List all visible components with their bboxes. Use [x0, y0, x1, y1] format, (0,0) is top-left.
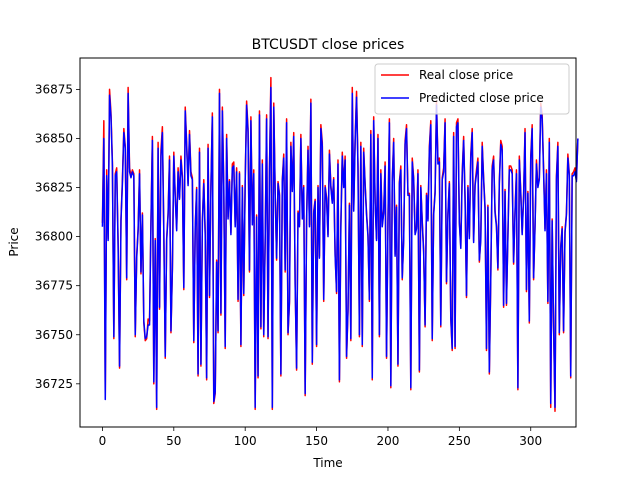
chart-title: BTCUSDT close prices	[252, 37, 405, 53]
x-tick-label: 100	[234, 434, 257, 448]
x-axis-label: Time	[312, 456, 342, 470]
legend: Real close price Predicted close price	[374, 63, 570, 115]
legend-label-real: Real close price	[419, 68, 513, 82]
y-tick-label: 36750	[35, 328, 73, 342]
y-tick-label: 36775	[35, 279, 73, 293]
y-axis: 36725 36750 36775 36800 36825 36850 36875	[35, 82, 80, 391]
x-axis: 0 50 100 150 200 250 300	[99, 427, 542, 448]
series-layer	[101, 76, 579, 413]
y-tick-label: 36725	[35, 377, 73, 391]
plot-frame	[79, 57, 577, 428]
x-tick-label: 300	[519, 434, 542, 448]
legend-box	[374, 63, 570, 115]
series-line-predicted	[101, 86, 579, 409]
y-tick-label: 36800	[35, 230, 73, 244]
x-tick-label: 0	[99, 434, 107, 448]
x-tick-label: 150	[305, 434, 328, 448]
y-tick-label: 36850	[35, 131, 73, 145]
y-tick-label: 36825	[35, 181, 73, 195]
y-tick-label: 36875	[35, 82, 73, 96]
y-axis-label: Price	[7, 227, 21, 256]
x-tick-label: 50	[166, 434, 181, 448]
legend-label-predicted: Predicted close price	[419, 91, 544, 105]
x-tick-label: 200	[377, 434, 400, 448]
x-tick-label: 250	[448, 434, 471, 448]
